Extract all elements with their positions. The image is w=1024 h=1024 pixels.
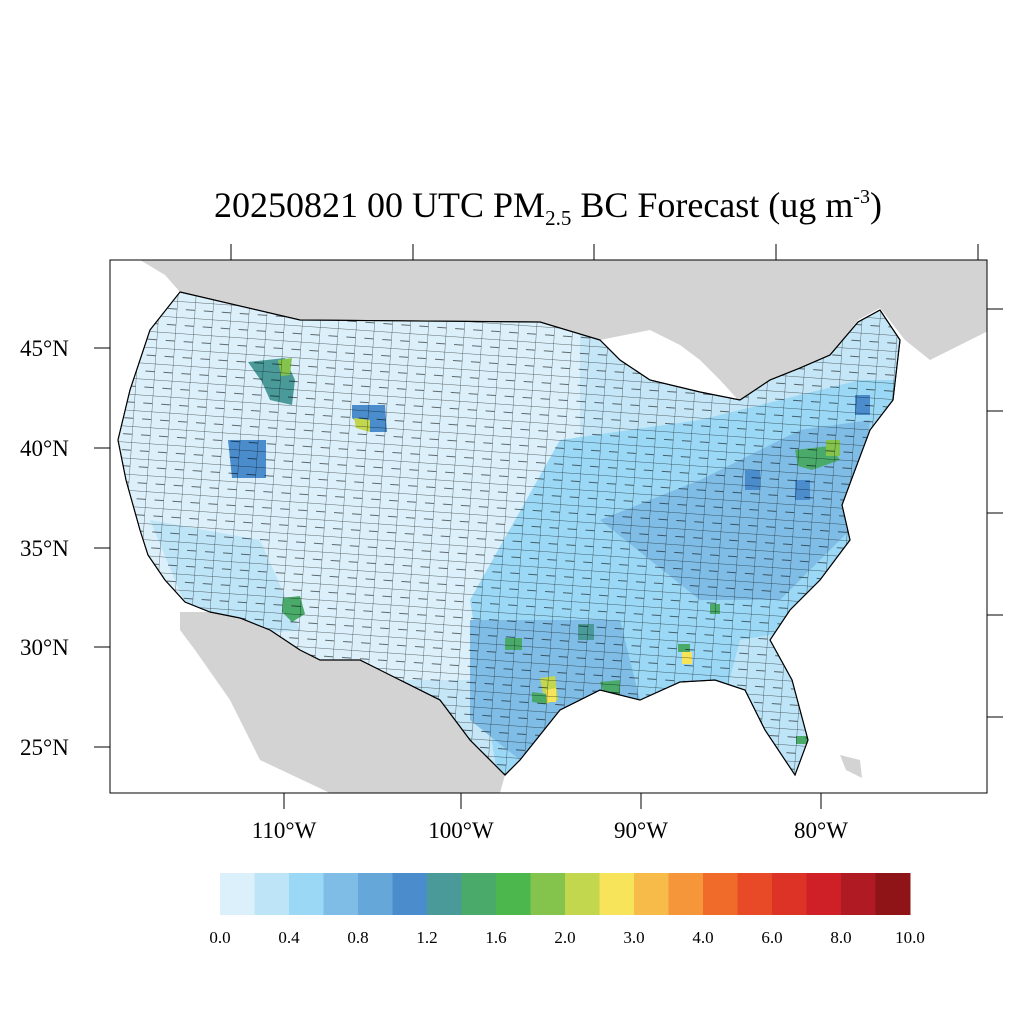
colorbar-swatch <box>599 873 635 915</box>
colorbar-label: 0.8 <box>347 928 368 947</box>
lat-label-40: 40°N <box>20 436 69 461</box>
colorbar-swatch <box>530 873 566 915</box>
colorbar-swatch <box>668 873 704 915</box>
colorbar-label: 1.6 <box>485 928 506 947</box>
colorbar-swatch <box>841 873 876 915</box>
map-title: 20250821 00 UTC PM2.5 BC Forecast (ug m-… <box>0 184 1024 231</box>
colorbar-swatch <box>254 873 290 915</box>
colorbar-label: 0.4 <box>278 928 300 947</box>
lat-label-35: 35°N <box>20 536 69 561</box>
title-subscript: 2.5 <box>545 206 572 230</box>
colorbar-swatch <box>634 873 669 915</box>
colorbar-swatch <box>703 873 738 915</box>
colorbar-label: 0.0 <box>209 928 230 947</box>
title-superscript: -3 <box>853 186 870 208</box>
lat-label-45: 45°N <box>20 336 69 361</box>
cuba-land <box>840 755 862 778</box>
colorbar-swatch <box>392 873 428 915</box>
title-end: ) <box>869 185 882 225</box>
lon-label-100w: 100°W <box>428 818 494 843</box>
colorbar-swatch <box>875 873 911 915</box>
title-main: 20250821 00 UTC PM <box>214 185 546 225</box>
map-frame <box>109 259 988 794</box>
county-fill-layer <box>118 292 900 775</box>
colorbar-label: 4.0 <box>692 928 713 947</box>
colorbar-label: 10.0 <box>895 928 925 947</box>
mexico-land <box>180 612 505 793</box>
lat-ticks <box>94 244 1003 809</box>
colorbar-swatch <box>496 873 531 915</box>
colorbar-label: 3.0 <box>623 928 644 947</box>
lon-label-90w: 90°W <box>614 818 668 843</box>
lat-label-30: 30°N <box>20 635 69 660</box>
canada-land <box>140 260 987 402</box>
colorbar-swatch <box>427 873 462 915</box>
lat-label-25: 25°N <box>20 735 69 760</box>
colorbar-label: 6.0 <box>761 928 782 947</box>
map-area <box>110 260 987 793</box>
colorbar-swatch <box>772 873 807 915</box>
colorbar-label: 1.2 <box>416 928 437 947</box>
colorbar-swatch <box>461 873 497 915</box>
colorbar-swatch <box>806 873 842 915</box>
colorbar-swatch <box>358 873 393 915</box>
lon-label-110w: 110°W <box>252 818 317 843</box>
colorbar-swatch <box>737 873 773 915</box>
colorbar-swatch <box>323 873 359 915</box>
colorbar-label: 8.0 <box>830 928 851 947</box>
colorbar-swatch <box>289 873 324 915</box>
colorbar-label: 2.0 <box>554 928 575 947</box>
colorbar-swatch <box>565 873 600 915</box>
title-mid: BC Forecast (ug m <box>571 185 854 225</box>
lon-label-80w: 80°W <box>794 818 848 843</box>
colorbar: 0.0 0.4 0.8 1.2 1.6 2.0 3.0 4.0 6.0 8.0 10.0 <box>209 873 925 947</box>
colorbar-swatch <box>220 873 255 915</box>
